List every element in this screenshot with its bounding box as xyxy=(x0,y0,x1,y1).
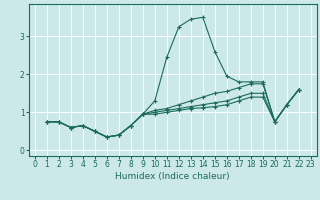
X-axis label: Humidex (Indice chaleur): Humidex (Indice chaleur) xyxy=(116,172,230,181)
